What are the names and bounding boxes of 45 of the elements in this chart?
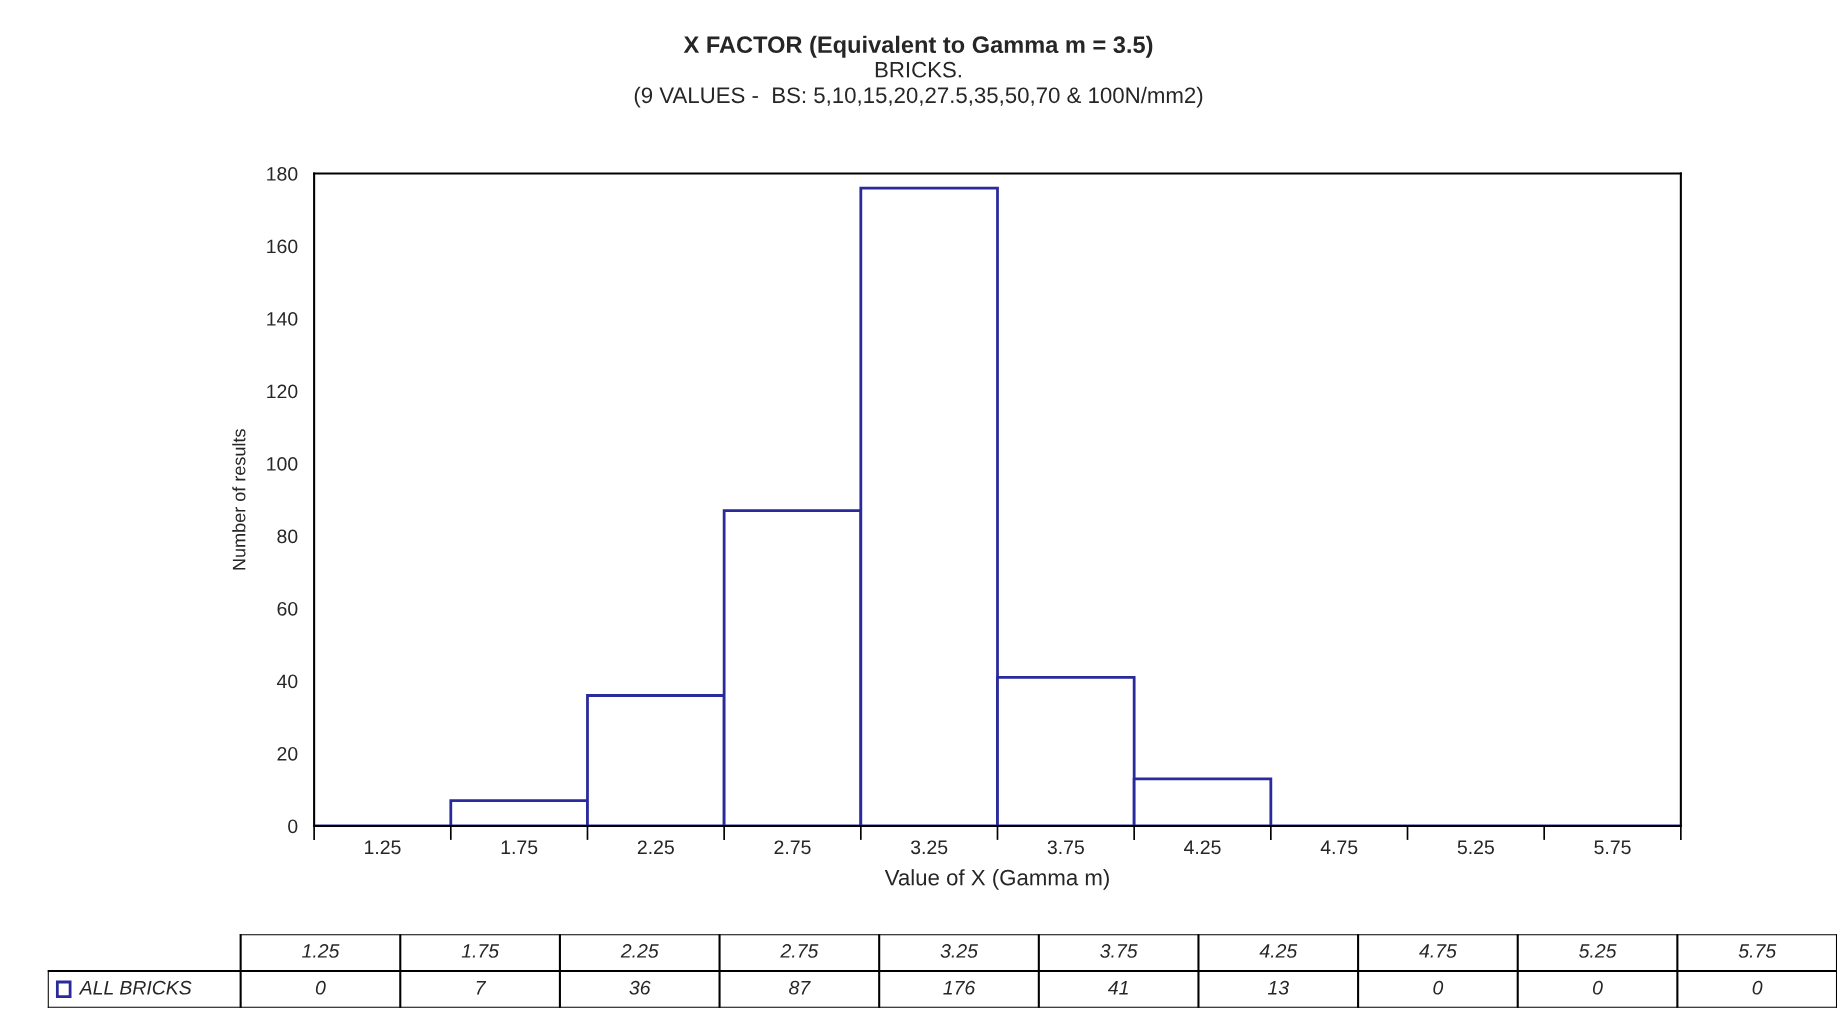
category-label: 4.75 — [1320, 840, 1358, 855]
category-label: 5.75 — [1594, 840, 1631, 855]
category-label: 3.75 — [1047, 840, 1084, 855]
y-tick-label: 20 — [277, 746, 298, 761]
category-label: 1.25 — [365, 840, 401, 855]
category-label: 4.25 — [1184, 840, 1221, 855]
data-label: 176 — [943, 980, 976, 995]
data-label: 0 — [1433, 980, 1444, 995]
x-tick-label: 2.75 — [780, 944, 819, 958]
x-tick-label: 1.75 — [461, 944, 500, 958]
y-tick-label: 60 — [277, 601, 298, 616]
data-label: 41 — [1107, 981, 1128, 995]
y-tick-label: 180 — [267, 167, 298, 181]
y-tick-label: 40 — [276, 674, 298, 689]
data-label: 87 — [789, 980, 811, 995]
x-tick-label: 3.25 — [940, 944, 978, 958]
category-label: 5.25 — [1457, 840, 1494, 855]
x-axis-title: Value of X (Gamma m) — [884, 869, 1109, 890]
x-tick-label: 2.25 — [620, 944, 659, 958]
category-label: 3.25 — [910, 840, 948, 855]
data-label: 0 — [1752, 980, 1763, 995]
data-label: 13 — [1267, 980, 1289, 995]
y-tick-label: 140 — [267, 312, 298, 326]
y-tick-label: 100 — [267, 457, 298, 471]
data-label: 7 — [476, 981, 487, 995]
y-axis-title: Number of results — [232, 429, 246, 570]
data-label: 0 — [1592, 980, 1603, 995]
category-label: 2.25 — [637, 840, 674, 855]
y-tick-label: 120 — [267, 384, 298, 399]
y-tick-label: 80 — [277, 529, 298, 544]
x-tick-label: 4.25 — [1259, 944, 1298, 958]
x-tick-label: 4.75 — [1419, 944, 1457, 958]
category-label: 1.75 — [501, 840, 538, 855]
category-label: 2.75 — [774, 840, 811, 855]
x-tick-label: 1.25 — [302, 944, 340, 958]
x-tick-label: 5.25 — [1579, 944, 1617, 958]
legend-label: ALL BRICKS — [78, 980, 192, 995]
x-tick-label: 3.75 — [1100, 944, 1138, 958]
chart-title: X FACTOR (Equivalent to Gamma m = 3.5) — [683, 35, 1153, 58]
y-tick-label: 0 — [288, 819, 298, 834]
x-tick-label: 5.75 — [1738, 944, 1777, 958]
chart-subtitle: BRICKS. (9 VALUES - BS: 5,10,15,20,27.5,35,50,70 & 100N/mm2) — [634, 61, 1203, 108]
y-tick-label: 160 — [267, 239, 298, 254]
data-label: 36 — [629, 980, 651, 995]
data-label: 0 — [315, 980, 326, 995]
